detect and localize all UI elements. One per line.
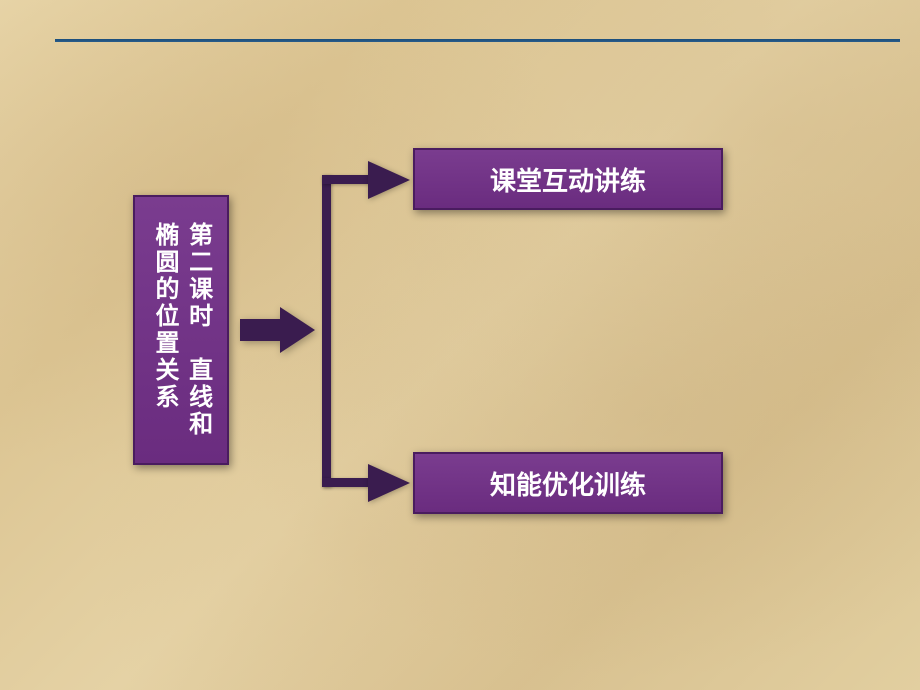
source-topic-box: 第二课时 直线和 椭圆的位置关系 (133, 195, 229, 465)
target-box-2: 知能优化训练 (413, 452, 723, 514)
bracket-bottom-horizontal (322, 478, 372, 487)
target-box-1: 课堂互动讲练 (413, 148, 723, 210)
main-arrow (240, 305, 315, 355)
target-label-1: 课堂互动讲练 (490, 161, 646, 198)
bracket-bottom-arrowhead (368, 462, 410, 504)
bracket-vertical-line (322, 175, 331, 487)
top-divider-line (55, 39, 900, 42)
source-topic-text: 第二课时 直线和 椭圆的位置关系 (147, 222, 214, 438)
target-label-2: 知能优化训练 (490, 465, 646, 502)
bracket-top-horizontal (322, 175, 372, 184)
bracket-top-arrowhead (368, 159, 410, 201)
